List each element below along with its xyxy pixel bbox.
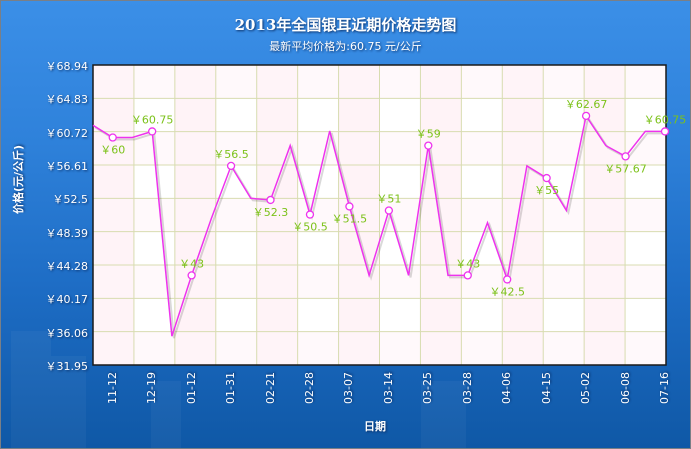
data-point-label: ￥43	[455, 257, 480, 270]
data-point-marker	[266, 195, 275, 205]
chart-title: 2013年全国银耳近期价格走势图	[234, 16, 457, 34]
y-tick-label: ￥31.95	[45, 360, 89, 373]
data-point-label: ￥43	[179, 257, 204, 270]
data-point-label: ￥57.67	[604, 162, 647, 175]
data-point-label: ￥50.5	[292, 221, 328, 234]
y-tick-label: ￥44.28	[45, 260, 89, 273]
plot-border	[92, 64, 667, 366]
decor-bar	[11, 331, 51, 448]
data-point-marker	[463, 271, 472, 280]
series-line	[92, 113, 665, 337]
decor-bar	[421, 381, 466, 448]
data-point-marker	[581, 111, 591, 121]
data-point-marker	[503, 275, 512, 284]
y-tick-label: ￥52.5	[52, 193, 89, 207]
y-tick-label: ￥40.17	[45, 293, 89, 307]
y-tick-label: ￥60.72	[45, 126, 89, 140]
data-point-marker	[384, 206, 394, 215]
data-point-label: ￥62.67	[565, 98, 608, 111]
data-point-label: ￥42.5	[489, 285, 525, 298]
decor-bar	[151, 381, 181, 448]
data-point-marker	[108, 133, 117, 142]
y-tick-label: ￥68.94	[45, 60, 89, 73]
data-point-marker	[621, 152, 630, 161]
data-point-label: ￥51.5	[332, 212, 368, 225]
data-point-marker	[226, 161, 236, 171]
data-point-marker	[148, 127, 157, 136]
y-tick-label: ￥64.83	[45, 93, 89, 107]
data-point-marker	[345, 202, 354, 211]
y-tick-label: ￥36.06	[45, 326, 89, 340]
data-point-label: ￥52.3	[253, 206, 289, 219]
data-point-marker	[542, 173, 551, 183]
data-point-label: ￥59	[416, 128, 441, 141]
x-axis-label: 日期	[364, 420, 386, 433]
data-point-label: ￥56.5	[213, 148, 249, 161]
y-tick-label: ￥48.39	[45, 226, 89, 240]
chart-subtitle: 最新平均价格为:60.75 元/公斤	[269, 40, 422, 53]
data-point-marker	[305, 210, 315, 219]
data-point-label: ￥60	[100, 144, 125, 157]
data-point-marker	[187, 271, 196, 280]
data-point-marker	[660, 127, 670, 136]
data-point-marker	[424, 141, 433, 150]
decor-bar	[51, 356, 86, 448]
y-tick-label: ￥56.61	[45, 160, 89, 173]
data-point-label: ￥60.75	[131, 113, 174, 126]
data-point-label: ￥55	[534, 184, 559, 197]
data-point-label: ￥60.75	[644, 113, 687, 126]
data-point-label: ￥51	[376, 192, 401, 205]
series-line-shadow	[94, 115, 667, 339]
